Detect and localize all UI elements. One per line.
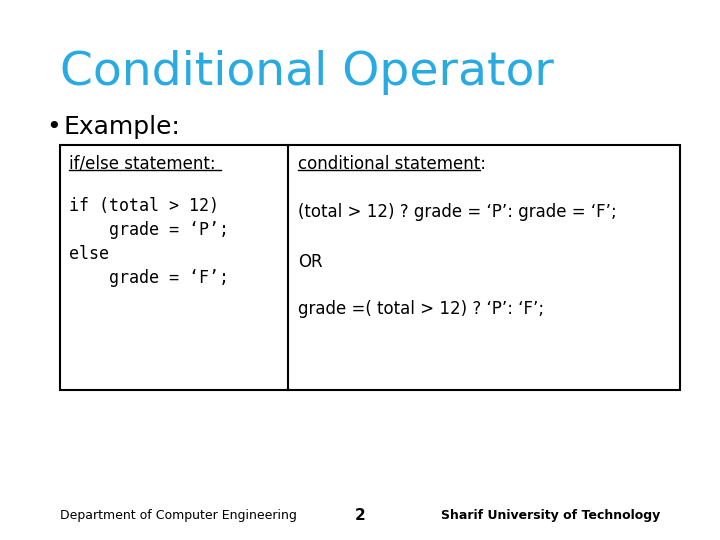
Text: Example:: Example: <box>64 115 181 139</box>
FancyBboxPatch shape <box>60 145 680 390</box>
Text: if (total > 12): if (total > 12) <box>69 197 219 215</box>
Text: Sharif University of Technology: Sharif University of Technology <box>441 509 660 522</box>
Text: (total > 12) ? grade = ‘P’: grade = ‘F’;: (total > 12) ? grade = ‘P’: grade = ‘F’; <box>298 203 617 221</box>
Text: 2: 2 <box>355 508 365 523</box>
Text: conditional statement:: conditional statement: <box>298 155 486 173</box>
Text: else: else <box>69 245 109 263</box>
Text: grade =( total > 12) ? ‘P’: ‘F’;: grade =( total > 12) ? ‘P’: ‘F’; <box>298 300 544 318</box>
Text: OR: OR <box>298 253 323 271</box>
Text: Department of Computer Engineering: Department of Computer Engineering <box>60 509 297 522</box>
Text: •: • <box>46 115 60 139</box>
Text: if/else statement:: if/else statement: <box>69 155 215 173</box>
Text: Conditional Operator: Conditional Operator <box>60 50 554 95</box>
Text: grade = ‘F’;: grade = ‘F’; <box>69 269 229 287</box>
Text: grade = ‘P’;: grade = ‘P’; <box>69 221 229 239</box>
